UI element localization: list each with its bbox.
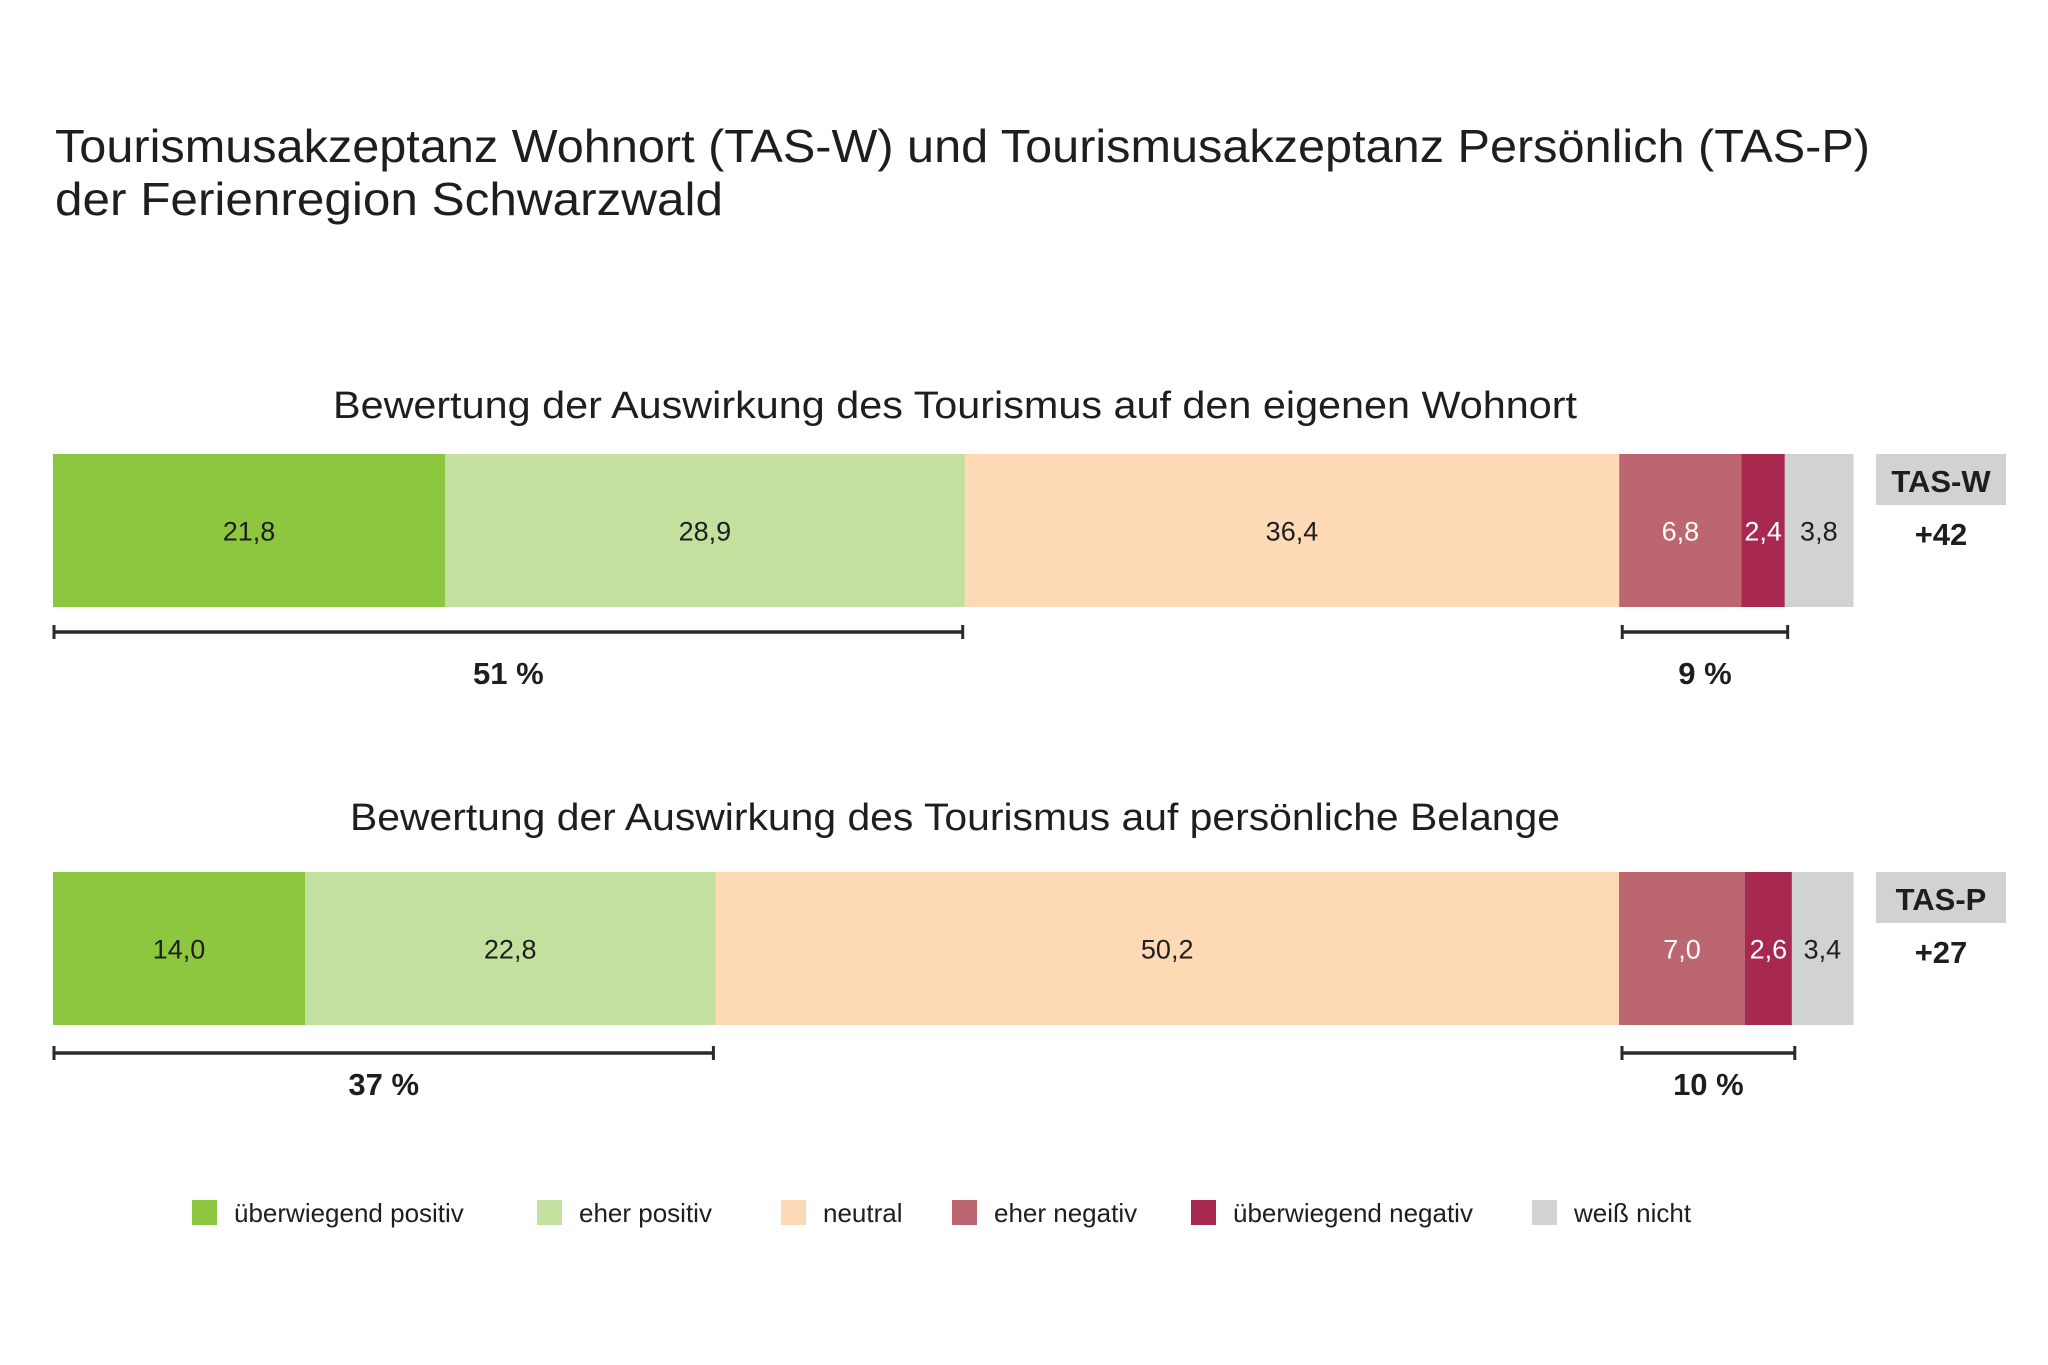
segment-value-label: 6,8	[1662, 517, 1700, 547]
legend-label: überwiegend positiv	[234, 1198, 464, 1228]
bar-segment-ueberwiegend-positiv	[53, 454, 446, 607]
bar-segment-eher-negativ	[1619, 872, 1746, 1025]
bar-group-wohnort: Bewertung der Auswirkung des Tourismus a…	[52, 385, 2006, 691]
index-badge	[1876, 872, 2006, 923]
legend-label: neutral	[823, 1198, 903, 1228]
chart-title-line-1: Tourismusakzeptanz Wohnort (TAS-W) und T…	[55, 120, 1870, 172]
legend-label: überwiegend negativ	[1233, 1198, 1473, 1228]
bar-segments: 14,0 22,8 50,2 7,0 2,6 3,4	[53, 872, 1854, 1025]
segment-value-label: 28,9	[679, 517, 732, 547]
segment-value-label: 21,8	[223, 517, 276, 547]
positive-bracket	[52, 625, 965, 639]
segment-value-label: 50,2	[1141, 935, 1194, 965]
legend-swatch	[537, 1200, 562, 1225]
legend-swatch	[781, 1200, 806, 1225]
positive-sum-label: 51 %	[473, 656, 544, 691]
legend-item-neutral: neutral	[781, 1198, 903, 1228]
index-label: TAS-P	[1896, 882, 1987, 917]
legend-label: weiß nicht	[1573, 1198, 1692, 1228]
bar-segments: 21,8 28,9 36,4 6,8 2,4 3,8	[53, 454, 1854, 607]
legend-item-eher-positiv: eher positiv	[537, 1198, 712, 1228]
bar-group-persoenlich: Bewertung der Auswirkung des Tourismus a…	[52, 797, 2006, 1102]
legend-item-eher-negativ: eher negativ	[952, 1198, 1137, 1228]
segment-value-label: 36,4	[1266, 517, 1319, 547]
segment-value-label: 3,8	[1800, 517, 1838, 547]
bar-brackets	[52, 1046, 1797, 1060]
negative-sum-label: 10 %	[1673, 1067, 1744, 1102]
negative-bracket	[1620, 625, 1790, 639]
positive-sum-label: 37 %	[348, 1067, 419, 1102]
segment-value-label: 2,6	[1750, 935, 1788, 965]
legend: überwiegend positiv eher positiv neutral eh…	[192, 1198, 1692, 1228]
legend-item-weiss-nicht: weiß nicht	[1532, 1198, 1692, 1228]
bar-segment-eher-positiv	[445, 454, 966, 607]
legend-swatch	[192, 1200, 217, 1225]
index-badge	[1876, 454, 2006, 505]
bar-segment-eher-negativ	[1619, 454, 1743, 607]
bar-segment-ueberwiegend-negativ	[1741, 454, 1786, 607]
index-value: +42	[1915, 517, 1968, 552]
legend-label: eher negativ	[994, 1198, 1137, 1228]
positive-bracket	[52, 1046, 715, 1060]
index-label: TAS-W	[1891, 464, 1991, 499]
legend-label: eher positiv	[579, 1198, 712, 1228]
bar-subtitle: Bewertung der Auswirkung des Tourismus a…	[333, 385, 1577, 427]
bar-segment-neutral	[964, 454, 1620, 607]
legend-swatch	[952, 1200, 977, 1225]
legend-swatch	[1532, 1200, 1557, 1225]
legend-item-ueberwiegend-positiv: überwiegend positiv	[192, 1198, 464, 1228]
legend-swatch	[1191, 1200, 1216, 1225]
segment-value-label: 7,0	[1663, 935, 1701, 965]
legend-item-ueberwiegend-negativ: überwiegend negativ	[1191, 1198, 1473, 1228]
segment-value-label: 14,0	[153, 935, 206, 965]
bar-segment-weiss-nicht	[1784, 454, 1854, 607]
bar-subtitle: Bewertung der Auswirkung des Tourismus a…	[350, 797, 1560, 839]
bar-segment-ueberwiegend-negativ	[1745, 872, 1793, 1025]
chart-title-line-2: der Ferienregion Schwarzwald	[55, 173, 723, 225]
index-value: +27	[1915, 935, 1968, 970]
bar-segment-weiss-nicht	[1791, 872, 1854, 1025]
bar-segment-ueberwiegend-positiv	[53, 872, 306, 1025]
bar-brackets	[52, 625, 1790, 639]
segment-value-label: 22,8	[484, 935, 537, 965]
negative-sum-label: 9 %	[1678, 656, 1731, 691]
bar-segment-neutral	[715, 872, 1620, 1025]
segment-value-label: 2,4	[1744, 517, 1782, 547]
bar-segment-eher-positiv	[305, 872, 716, 1025]
negative-bracket	[1620, 1046, 1797, 1060]
segment-value-label: 3,4	[1804, 935, 1842, 965]
